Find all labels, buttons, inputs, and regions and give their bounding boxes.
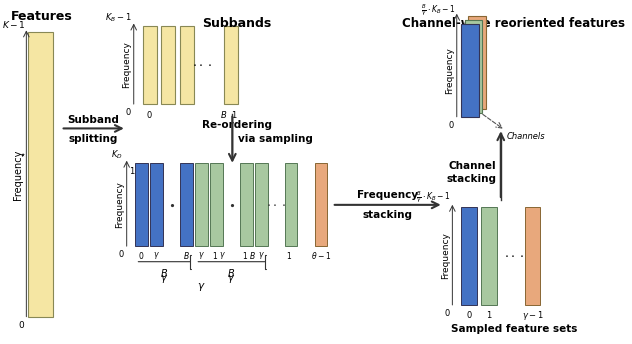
Text: $\bullet$: $\bullet$ [228, 200, 235, 210]
FancyBboxPatch shape [315, 163, 327, 246]
Text: $0$: $0$ [466, 309, 473, 320]
FancyBboxPatch shape [255, 163, 267, 246]
FancyBboxPatch shape [465, 20, 482, 113]
FancyBboxPatch shape [468, 16, 486, 109]
Text: Features: Features [11, 10, 73, 23]
FancyBboxPatch shape [150, 163, 163, 246]
Text: Frequency: Frequency [441, 233, 450, 279]
Text: Re-ordering: Re-ordering [202, 120, 272, 130]
FancyBboxPatch shape [482, 207, 497, 305]
Text: Channel: Channel [449, 161, 496, 171]
Text: $0$: $0$ [18, 319, 25, 330]
Text: $B$: $B$ [183, 250, 190, 261]
Text: $B$: $B$ [228, 267, 236, 279]
FancyBboxPatch shape [28, 32, 52, 316]
Text: $1$: $1$ [486, 309, 492, 320]
Text: stacking: stacking [362, 210, 412, 220]
Text: $\gamma-1$: $\gamma-1$ [521, 309, 544, 322]
FancyBboxPatch shape [135, 163, 148, 246]
Text: $0$: $0$ [118, 248, 125, 259]
FancyBboxPatch shape [161, 25, 175, 104]
Text: Sampled feature sets: Sampled feature sets [451, 324, 577, 334]
FancyBboxPatch shape [224, 25, 238, 104]
Text: Subbands: Subbands [202, 17, 271, 30]
Text: stacking: stacking [446, 174, 496, 184]
Text: $\gamma$: $\gamma$ [219, 250, 226, 261]
Text: Frequency: Frequency [122, 41, 131, 88]
FancyBboxPatch shape [179, 25, 193, 104]
FancyBboxPatch shape [210, 163, 222, 246]
Text: $\star$: $\star$ [18, 150, 25, 160]
FancyBboxPatch shape [285, 163, 298, 246]
FancyBboxPatch shape [461, 207, 477, 305]
Text: $1$: $1$ [129, 165, 135, 176]
FancyBboxPatch shape [461, 24, 479, 117]
Text: $\theta-1$: $\theta-1$ [311, 250, 331, 261]
Text: Frequency: Frequency [115, 181, 124, 228]
Text: $\gamma$: $\gamma$ [153, 250, 160, 261]
Text: $\gamma$: $\gamma$ [197, 281, 206, 293]
Text: Frequency: Frequency [445, 47, 454, 94]
Text: $\gamma$: $\gamma$ [198, 250, 205, 261]
Text: via sampling: via sampling [238, 134, 313, 144]
Text: Channel-wise reoriented features: Channel-wise reoriented features [403, 17, 626, 30]
Text: $K_D$: $K_D$ [111, 148, 123, 161]
Text: $\cdot\cdot\cdot$: $\cdot\cdot\cdot$ [504, 249, 524, 262]
Text: $\cdot\cdot\cdot$: $\cdot\cdot\cdot$ [193, 58, 212, 71]
Text: $B$: $B$ [220, 109, 227, 120]
Text: $1$: $1$ [241, 250, 248, 261]
Text: $\gamma$: $\gamma$ [228, 273, 236, 286]
Text: $0$: $0$ [138, 250, 145, 261]
Text: $0$: $0$ [448, 119, 455, 130]
FancyBboxPatch shape [195, 163, 208, 246]
Text: $0$: $0$ [146, 109, 153, 120]
FancyBboxPatch shape [143, 25, 157, 104]
Text: $\gamma$: $\gamma$ [159, 273, 167, 286]
Text: $0$: $0$ [444, 307, 451, 318]
Text: $1$: $1$ [212, 250, 218, 261]
Text: Channels: Channels [507, 132, 545, 141]
Text: $1$: $1$ [231, 109, 238, 120]
Text: $K-1$: $K-1$ [1, 19, 25, 30]
Text: splitting: splitting [68, 134, 118, 144]
Text: $B$: $B$ [249, 250, 256, 261]
Text: $\frac{B}{\gamma}\cdot K_B-1$: $\frac{B}{\gamma}\cdot K_B-1$ [421, 2, 455, 18]
Text: $\frac{B}{\gamma}\cdot K_B-1$: $\frac{B}{\gamma}\cdot K_B-1$ [416, 190, 451, 205]
Text: Frequency: Frequency [13, 149, 23, 200]
Text: $\bullet$: $\bullet$ [168, 200, 175, 210]
FancyBboxPatch shape [525, 207, 540, 305]
Text: $\gamma$: $\gamma$ [258, 250, 265, 261]
FancyBboxPatch shape [240, 163, 253, 246]
Text: Subband: Subband [67, 115, 119, 125]
Text: $B$: $B$ [160, 267, 167, 279]
Text: $1$: $1$ [286, 250, 293, 261]
Text: Frequency: Frequency [356, 190, 418, 200]
Text: $K_B-1$: $K_B-1$ [106, 11, 132, 24]
Text: $0$: $0$ [125, 106, 132, 117]
FancyBboxPatch shape [180, 163, 193, 246]
Text: $\cdot\cdot\cdot$: $\cdot\cdot\cdot$ [266, 198, 286, 211]
